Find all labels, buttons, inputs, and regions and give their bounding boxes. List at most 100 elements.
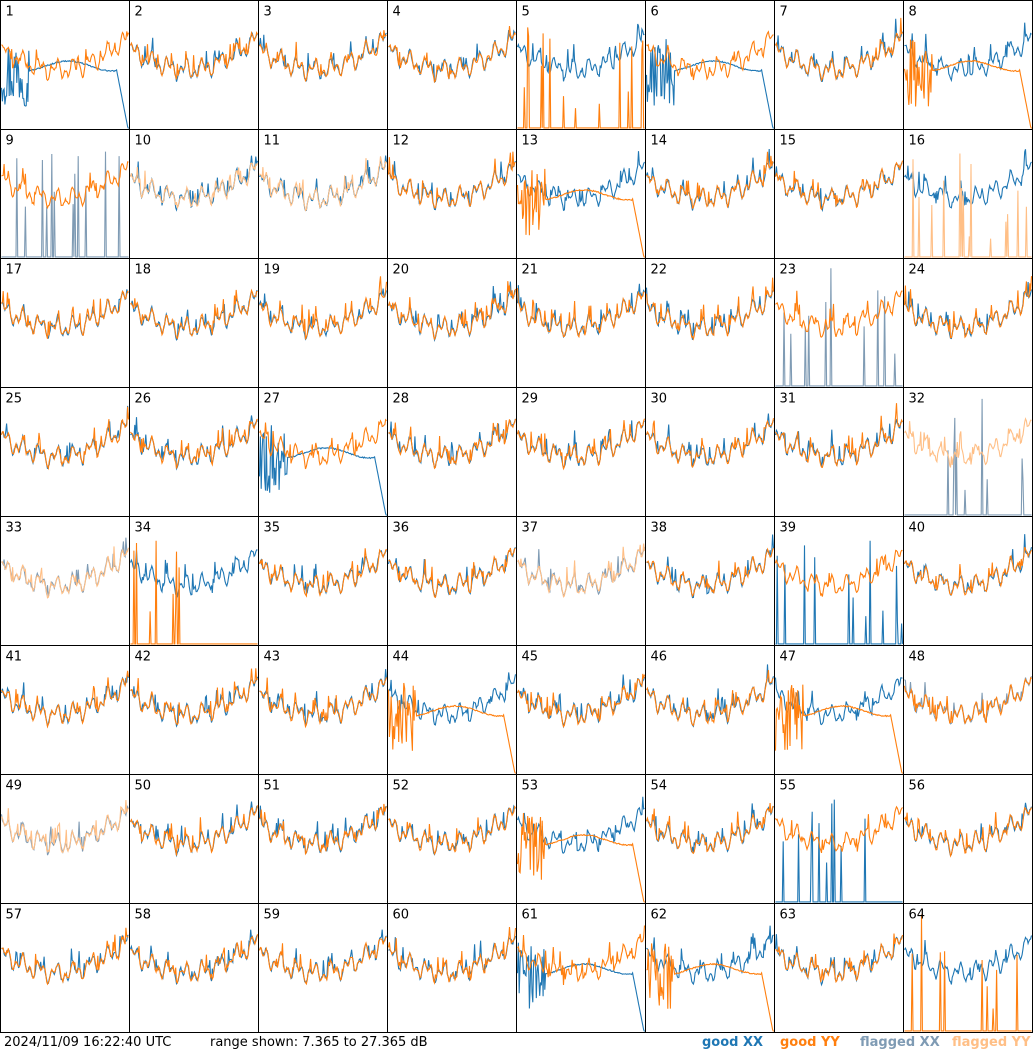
panel-label: 35 (264, 521, 281, 536)
panel-frame (516, 387, 646, 517)
panel-frame (774, 129, 904, 259)
series-yy-12 (387, 151, 516, 209)
series-yy-63 (775, 933, 904, 984)
panel-64: 64 (903, 903, 1033, 1033)
series-yy-58 (130, 934, 259, 985)
panel-label: 43 (264, 650, 281, 665)
panel-3: 3 (258, 0, 388, 130)
panel-frame (0, 774, 130, 904)
series-yy-64 (904, 914, 1032, 1032)
panel-5: 5 (516, 0, 646, 130)
panel-label: 39 (780, 521, 797, 536)
series-yy-30 (645, 418, 775, 469)
panel-label: 20 (393, 263, 410, 278)
legend-flagged-yy: flagged YY (952, 1035, 1031, 1050)
panel-label: 47 (780, 650, 797, 665)
panel-label: 42 (135, 650, 152, 665)
panel-label: 33 (6, 521, 23, 536)
series-yy-9 (1, 161, 129, 210)
series-yy-33 (1, 546, 130, 599)
series-xx-37 (517, 547, 646, 598)
panel-15: 15 (774, 129, 904, 259)
panel-label: 41 (6, 650, 23, 665)
series-yy-39 (774, 549, 903, 597)
panel-label: 53 (522, 779, 539, 794)
panel-43: 43 (258, 645, 388, 775)
panel-label: 54 (651, 779, 668, 794)
panel-29: 29 (516, 387, 646, 517)
series-xx-44 (387, 672, 517, 726)
footer: 2024/11/09 16:22:40 UTC range shown: 7.3… (0, 1033, 1033, 1053)
legend-good-xx: good XX (702, 1035, 764, 1050)
panel-label: 46 (651, 650, 668, 665)
panel-label: 19 (264, 263, 281, 278)
panel-frame (774, 774, 904, 904)
panel-23: 23 (774, 258, 904, 388)
panel-24: 24 (903, 258, 1033, 388)
panel-40: 40 (903, 516, 1033, 646)
series-yy-42 (130, 668, 258, 726)
panel-frame (774, 645, 904, 775)
series-yy-35 (258, 548, 387, 598)
panel-51: 51 (258, 774, 388, 904)
panel-frame (516, 516, 646, 646)
panel-28: 28 (387, 387, 517, 517)
panel-frame (387, 903, 517, 1033)
series-yy-37 (517, 543, 646, 598)
series-yy-8 (903, 39, 1032, 129)
series-yy-27 (259, 418, 387, 470)
panel-frame (903, 903, 1033, 1033)
panel-49: 49 (0, 774, 130, 904)
panel-frame (645, 0, 775, 130)
panel-frame (0, 0, 130, 130)
panel-label: 12 (393, 134, 410, 149)
series-yy-11 (259, 156, 387, 212)
panel-frame (387, 774, 517, 904)
panel-frame (645, 903, 775, 1033)
series-xx-39 (775, 540, 904, 645)
panel-12: 12 (387, 129, 517, 259)
panel-30: 30 (645, 387, 775, 517)
panel-label: 61 (522, 908, 539, 923)
panel-label: 3 (264, 5, 272, 20)
panel-label: 8 (909, 5, 917, 20)
panel-frame (516, 0, 646, 130)
series-yy-31 (775, 403, 903, 468)
panel-label: 7 (780, 5, 788, 20)
panel-label: 37 (522, 521, 539, 536)
panel-35: 35 (258, 516, 388, 646)
series-yy-49 (1, 799, 129, 853)
series-yy-54 (645, 803, 774, 855)
panel-46: 46 (645, 645, 775, 775)
series-yy-22 (645, 277, 775, 341)
panel-19: 19 (258, 258, 388, 388)
panel-42: 42 (129, 645, 259, 775)
panel-31: 31 (774, 387, 904, 517)
panel-label: 60 (393, 908, 410, 923)
series-yy-36 (388, 547, 516, 599)
legend-good-yy: good YY (780, 1035, 840, 1050)
series-xx-47 (774, 677, 903, 726)
panel-label: 48 (909, 650, 926, 665)
panel-frame (903, 129, 1033, 259)
panel-label: 17 (6, 263, 23, 278)
series-yy-59 (258, 936, 387, 986)
series-yy-51 (259, 803, 388, 856)
panel-55: 55 (774, 774, 904, 904)
series-yy-7 (774, 17, 903, 83)
panel-label: 18 (135, 263, 152, 278)
panel-label: 51 (264, 779, 281, 794)
series-xx-8 (904, 22, 1032, 83)
panel-frame (903, 516, 1033, 646)
panel-44: 44 (387, 645, 517, 775)
panel-62: 62 (645, 903, 775, 1033)
panel-label: 44 (393, 650, 410, 665)
series-yy-20 (387, 281, 517, 341)
series-yy-47 (774, 684, 903, 774)
panel-label: 6 (651, 5, 659, 20)
panel-label: 50 (135, 779, 152, 794)
panel-1: 1 (0, 0, 130, 130)
panel-frame (903, 774, 1033, 904)
panel-frame (774, 258, 904, 388)
series-xx-64 (904, 935, 1033, 985)
